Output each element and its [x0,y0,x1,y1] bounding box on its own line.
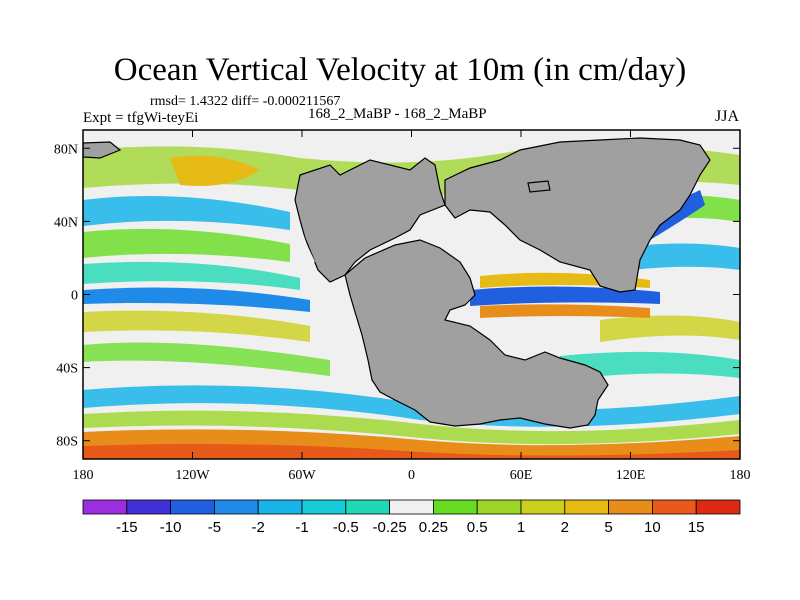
colorbar-label: 10 [644,519,661,536]
heatmap-field [83,130,740,459]
stats-line: rmsd= 1.4322 diff= -0.000211567 [150,94,341,109]
y-tick-label: 0 [71,289,78,304]
colorbar-label: -0.5 [333,519,359,536]
colorbar-swatch [257,499,303,515]
colorbar-swatch [213,499,259,515]
colorbar-swatch [432,499,478,515]
colorbar: -15 -10 -5 -2 -1 -0.5 -0.25 0.25 0.5 1 2 5 10 15 [82,499,741,536]
x-tick-label: 60E [510,468,533,483]
land-small-island [527,180,551,193]
coast-rim-east [439,220,491,233]
colorbar-swatch [476,499,522,515]
colorbar-swatch [695,499,741,515]
colorbar-swatch [82,499,128,515]
colorbar-label: -10 [160,519,182,536]
colorbar-label: -1 [295,519,308,536]
band-south-green2 [83,410,740,445]
x-tick-label: 180 [730,468,751,483]
land-north-continent [294,157,446,283]
axes: 180 120W 60W 0 60E 120E 180 80N 40N 0 40S 80S [54,130,751,483]
colorbar-swatch [301,499,347,515]
chart-title: Ocean Vertical Velocity at 10m (in cm/da… [113,52,687,88]
land-masses [83,137,711,429]
band-antarctic-red [83,444,740,459]
difference-label: 168_2_MaBP - 168_2_MaBP [308,106,487,122]
x-tick-label: 0 [408,468,415,483]
coast-rim-north [291,199,315,263]
band-north-teal [83,261,300,290]
band-east-teal [560,351,740,380]
colorbar-label: 2 [561,519,569,536]
land-northeast-continent [444,137,711,293]
y-tick-label: 80N [54,142,78,157]
band-east-yellow [600,315,740,342]
band-upwelling-blue [470,286,660,306]
land-arctic-strip [83,141,122,159]
y-tick-label: 80S [56,435,78,450]
x-tick-label: 60W [288,468,316,483]
colorbar-swatch [389,499,434,515]
colorbar-label: 0.5 [467,519,488,536]
colorbar-swatch [126,499,172,515]
band-equator-yellow [83,310,310,342]
experiment-label: Expt = tfgWi-teyEi [83,110,199,126]
colorbar-label: 0.25 [419,519,448,536]
band-north-green [83,228,290,262]
colorbar-swatch [345,499,390,515]
x-tick-label: 120W [175,468,210,483]
colorbar-swatch [608,499,653,515]
band-north-cyan [83,196,290,230]
colorbar-swatch [652,499,697,515]
y-tick-label: 40N [54,215,78,230]
x-tick-label: 120E [616,468,646,483]
colorbar-swatch [520,499,566,515]
colorbar-label: 1 [517,519,525,536]
colorbar-label: -15 [116,519,138,536]
colorbar-label: 15 [688,519,705,536]
colorbar-label: -2 [252,519,265,536]
colorbar-swatch [564,499,609,515]
band-equator-blue [83,287,310,312]
coast-white-rims [291,199,491,263]
season-label: JJA [715,108,740,125]
colorbar-label: -0.25 [372,519,406,536]
land-southern-continent [344,239,609,429]
band-upwelling-orange2 [480,304,650,318]
y-tick-label: 40S [56,362,78,377]
colorbar-label: -5 [208,519,221,536]
colorbar-label: 5 [604,519,612,536]
colorbar-swatch [170,499,215,515]
band-arctic-orange [170,155,260,186]
band-south-green [83,342,330,376]
x-tick-label: 180 [73,468,94,483]
